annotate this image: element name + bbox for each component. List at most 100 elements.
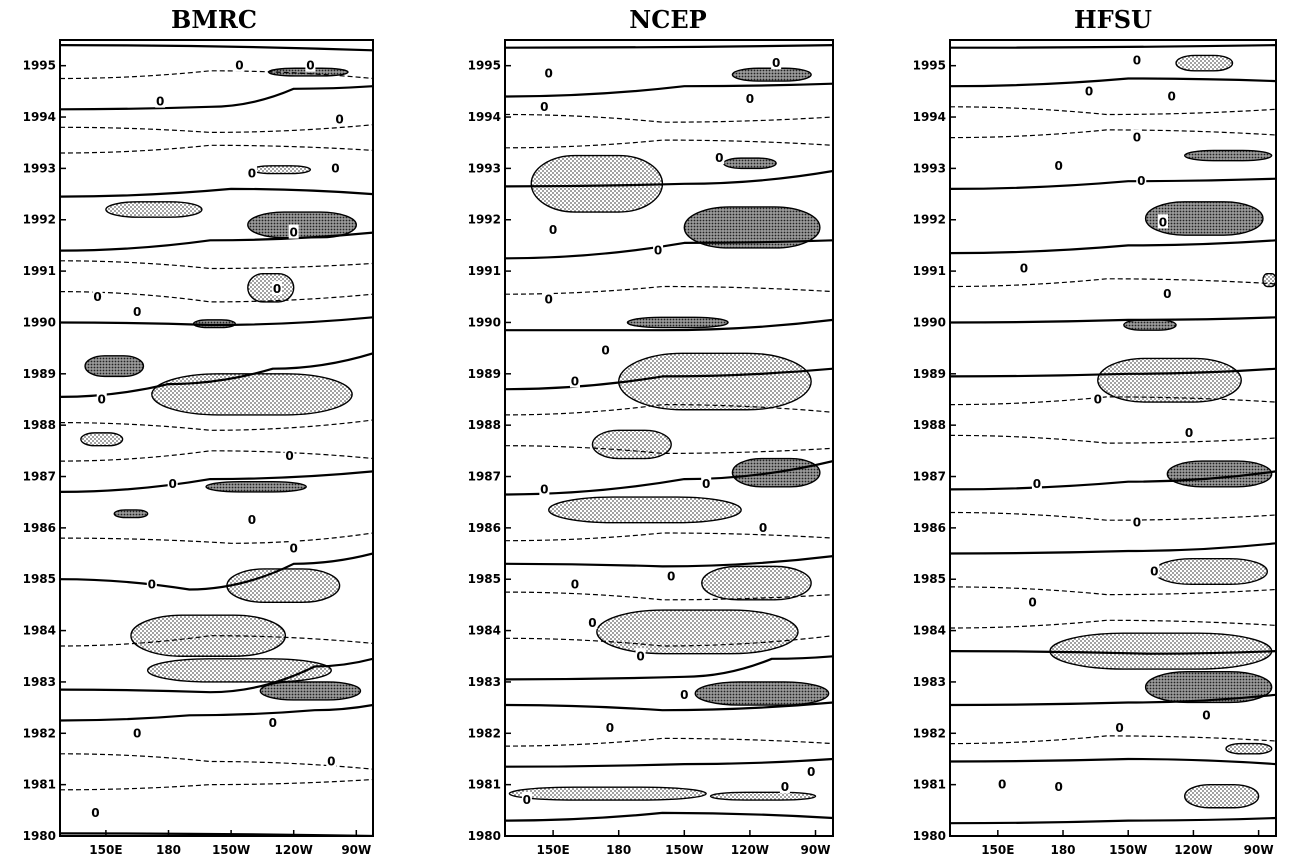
contour-label: 0 [273, 282, 281, 296]
contour-label: 0 [571, 577, 579, 591]
contour-label: 0 [306, 59, 314, 73]
y-tick-label: 1995 [23, 59, 56, 73]
shaded-anomaly-region [1097, 357, 1242, 403]
panel-title: HFSU [1074, 5, 1152, 34]
y-tick-label: 1988 [913, 418, 946, 432]
x-tick-label: 150E [981, 843, 1014, 857]
contour-label-background [635, 648, 646, 663]
y-tick-label: 1990 [913, 315, 946, 329]
y-tick-label: 1989 [23, 367, 56, 381]
shaded-anomaly-region [113, 509, 149, 519]
dashed-contour [60, 532, 373, 544]
shaded-anomaly-region [251, 165, 312, 175]
plot-area: 0 0 0 0 0 0 0 0 0 0 0 0 0 0 0 0 0 0 0 0 [60, 44, 373, 836]
contour-label: 0 [248, 167, 256, 181]
contour-label-background [1157, 214, 1168, 229]
contour-label: 0 [807, 765, 815, 779]
shaded-anomaly-region [1144, 201, 1264, 236]
dashed-contour [950, 434, 1276, 444]
contour-label: 0 [606, 721, 614, 735]
solid-contour [505, 169, 833, 188]
contour-label-background [96, 391, 107, 406]
contour-label-background [548, 222, 559, 237]
contour-label: 0 [715, 151, 723, 165]
contour-label-background [1027, 594, 1038, 609]
shaded-anomaly-region [151, 373, 353, 416]
contour-label: 0 [156, 95, 164, 109]
contour-label-background [539, 98, 550, 113]
solid-contour [505, 655, 833, 681]
y-tick-label: 1984 [913, 624, 946, 638]
y-tick-label: 1985 [468, 572, 501, 586]
contour-label: 0 [545, 292, 553, 306]
y-tick-label: 1982 [468, 726, 501, 740]
contour-label-background [1114, 720, 1125, 735]
dashed-contour [950, 396, 1276, 406]
dashed-contour [950, 735, 1276, 745]
contour-label-background [146, 576, 157, 591]
y-tick-label: 1986 [913, 521, 946, 535]
contour-label-background [543, 291, 554, 306]
shaded-anomaly-region [548, 496, 742, 524]
contour-label-background [90, 804, 101, 819]
contour-label: 0 [1163, 287, 1171, 301]
solid-contour [505, 811, 833, 822]
solid-contour [505, 239, 833, 260]
contour-label-background [305, 57, 316, 72]
solid-contour [950, 44, 1276, 49]
contour-label: 0 [1054, 159, 1062, 173]
x-tick-label: 120W [275, 843, 313, 857]
contour-label: 0 [1054, 780, 1062, 794]
dashed-contour [60, 260, 373, 270]
solid-contour [950, 177, 1276, 190]
contour-label-background [1149, 563, 1160, 578]
contour-label-background [744, 91, 755, 106]
contour-label: 0 [1033, 477, 1041, 491]
solid-contour [950, 816, 1276, 825]
dashed-contour [950, 586, 1276, 596]
contour-label: 0 [285, 449, 293, 463]
contour-label-background [234, 57, 245, 72]
contour-label: 0 [235, 59, 243, 73]
shaded-anomaly-region [226, 568, 341, 604]
y-tick-label: 1987 [468, 470, 501, 484]
contour-label-background [155, 93, 166, 108]
contour-label: 0 [1150, 565, 1158, 579]
solid-contour [950, 470, 1276, 491]
solid-contour [505, 555, 833, 568]
y-tick-label: 1983 [468, 675, 501, 689]
shaded-anomaly-region [626, 316, 729, 329]
y-tick-label: 1988 [23, 418, 56, 432]
shaded-anomaly-region [683, 206, 821, 249]
y-tick-label: 1981 [23, 778, 56, 792]
plot-area: 0 0 0 0 0 0 0 0 0 0 0 0 0 0 0 0 0 0 0 [950, 44, 1276, 825]
y-tick-label: 1981 [468, 778, 501, 792]
x-tick-label: 90W [801, 843, 831, 857]
x-tick-label: 120W [731, 843, 769, 857]
contour-label-background [1018, 260, 1029, 275]
y-tick-label: 1990 [468, 315, 501, 329]
contour-label-background [521, 792, 532, 807]
dashed-contour [950, 278, 1276, 288]
contour-label-background [806, 763, 817, 778]
shaded-anomaly-region [1175, 54, 1234, 72]
shaded-anomaly-region [1153, 557, 1269, 586]
y-tick-label: 1987 [913, 470, 946, 484]
contour-label: 0 [1094, 392, 1102, 406]
contour-label: 0 [1085, 84, 1093, 98]
contour-label-background [543, 65, 554, 80]
plot-area: 0 0 0 0 0 0 0 0 0 0 0 0 0 0 0 0 0 0 0 0 0 0 [505, 44, 833, 822]
contour-label: 0 [133, 726, 141, 740]
contour-label: 0 [327, 755, 335, 769]
plot-frame [949, 39, 1277, 837]
shaded-anomaly-region [596, 609, 799, 655]
dashed-contour [60, 753, 373, 770]
solid-contour [60, 44, 373, 52]
y-tick-label: 1989 [468, 367, 501, 381]
contour-label-background [246, 165, 257, 180]
solid-contour [60, 552, 373, 591]
panel-title: NCEP [629, 5, 706, 34]
solid-contour [950, 693, 1276, 707]
y-tick-label: 1992 [468, 213, 501, 227]
